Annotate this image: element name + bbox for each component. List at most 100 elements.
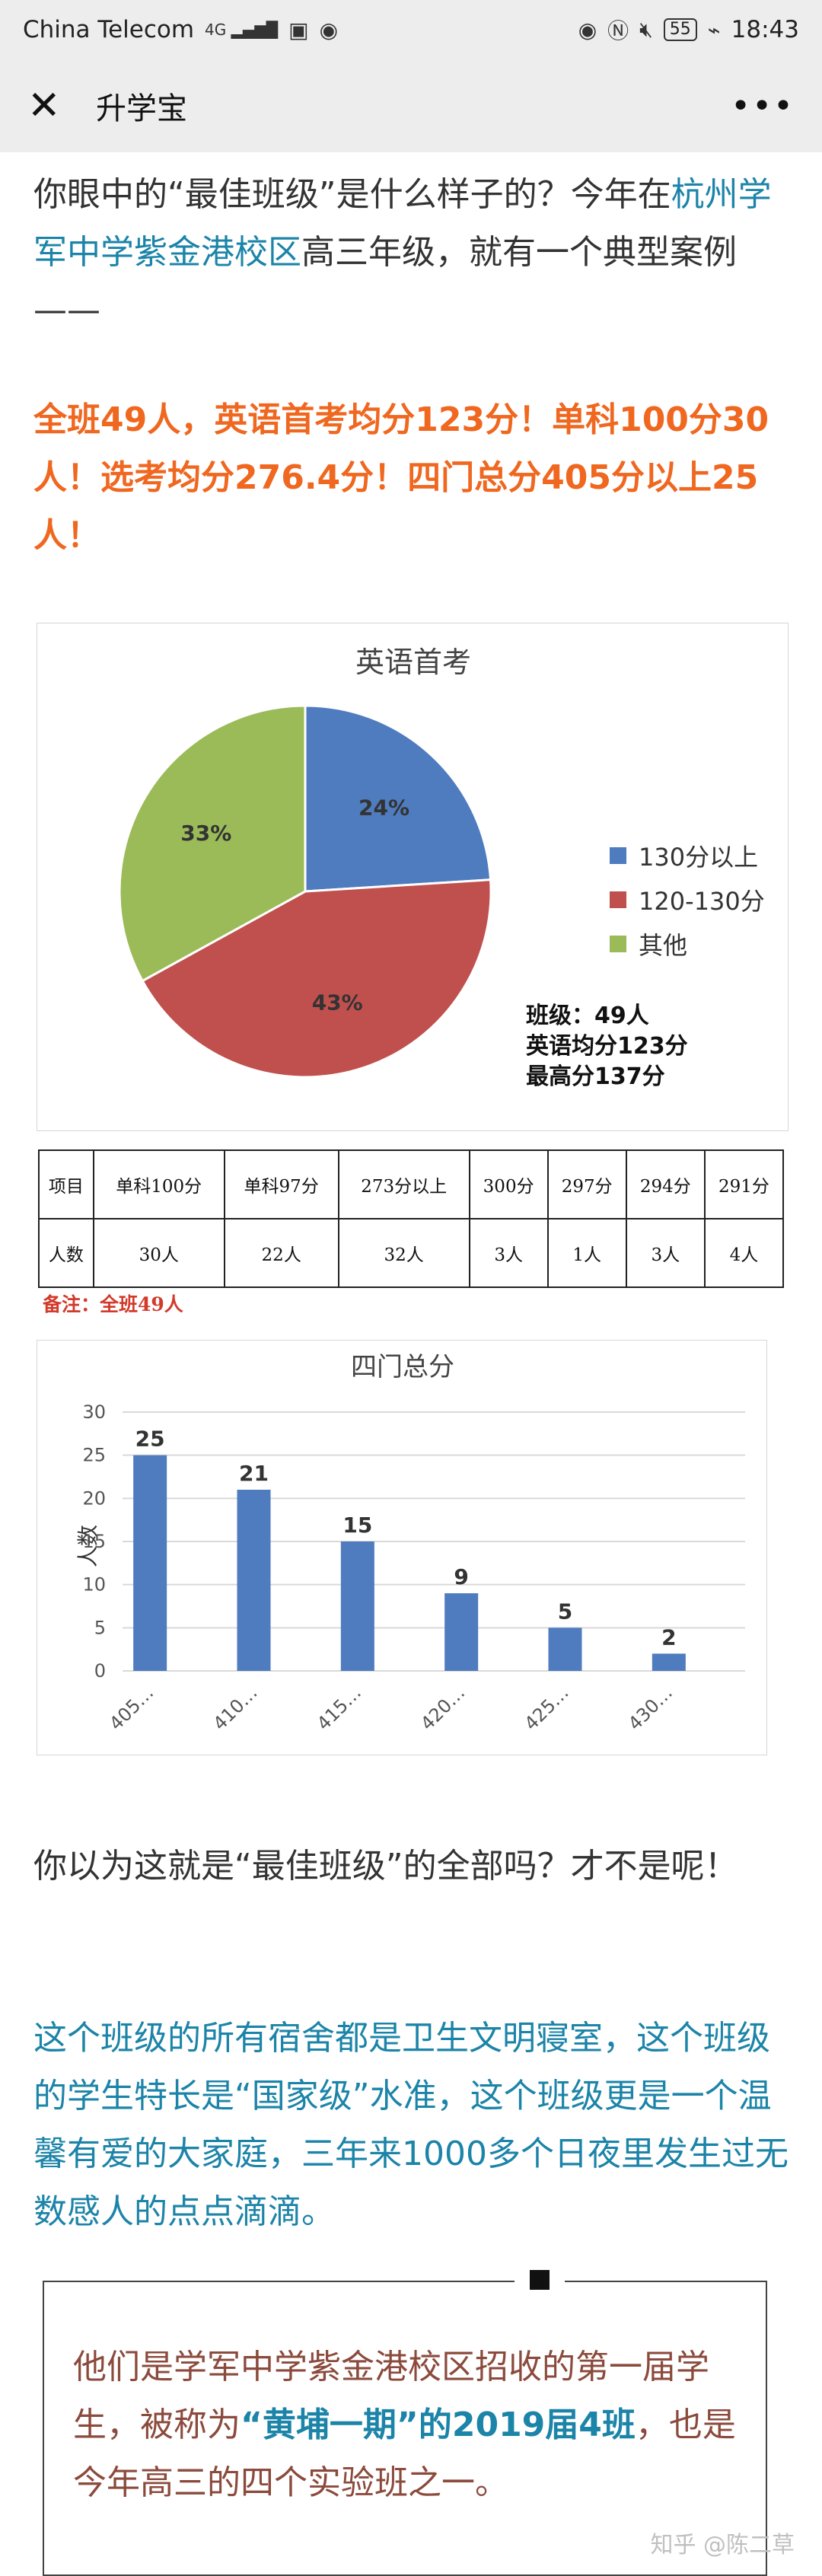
table-note: 备注：全班49人 [43, 1293, 183, 1315]
legend-swatch [610, 847, 626, 864]
y-axis-label: 人数 [75, 1525, 100, 1567]
carrier-label: China Telecom [23, 16, 195, 43]
close-icon[interactable]: ✕ [27, 83, 61, 129]
highlight-paragraph: 全班49人，英语首考均分123分！单科100分30人！选考均分276.4分！四门… [33, 400, 769, 555]
network-type: 4G [205, 21, 227, 39]
bar-value-label: 15 [342, 1513, 372, 1538]
pie-chart: 英语首考 24% 43% 33% 130分以上 120-130分 其他 班级：49人… [37, 623, 789, 1131]
table-cell: 294分 [625, 1149, 706, 1219]
bar-chart: 四门总分 人数 0 5 10 15 20 25 30 25 405… 21 410… 15 415… 9… [37, 1340, 767, 1755]
bar-value-label: 5 [558, 1599, 572, 1624]
table-cell: 3人 [468, 1218, 549, 1288]
table-cell: 30人 [92, 1218, 225, 1288]
score-table: 项目 单科100分 单科97分 273分以上 300分 297分 294分 29… [38, 1149, 785, 1288]
bar [237, 1490, 271, 1671]
table-cell: 单科97分 [223, 1149, 339, 1219]
x-tick-label: 410… [209, 1682, 262, 1734]
table-cell: 3人 [625, 1218, 706, 1288]
table-cell: 273分以上 [337, 1149, 470, 1219]
app-notification-icon: ◉ [319, 17, 339, 43]
battery-indicator: 55 [663, 18, 697, 41]
table-cell: 项目 [38, 1149, 94, 1219]
pie-note-class: 班级：49人 [526, 1003, 649, 1029]
quote-text-end: ，也是今年高三的四个实验班之一。 [73, 2405, 736, 2502]
x-tick-label: 415… [313, 1682, 365, 1734]
legend-label: 130分以上 [639, 843, 759, 872]
question-paragraph: 你以为这就是“最佳班级”的全部吗？才不是呢！ [33, 1847, 738, 1886]
legend-item-other: 其他 [610, 926, 687, 961]
class-description: 这个班级的所有宿舍都是卫生文明寝室，这个班级的学生特长是“国家级”水准，这个班级… [33, 2019, 789, 2231]
bar [444, 1593, 479, 1671]
legend-swatch [610, 891, 626, 908]
table-cell: 32人 [337, 1218, 470, 1288]
pie-slice-label: 24% [358, 795, 409, 821]
quote-emphasis: “黄埔一期”的2019届4班 [241, 2405, 636, 2444]
pie-note-max: 最高分137分 [526, 1063, 665, 1090]
school-name: 杭州学军中学紫金港校区 [33, 175, 772, 272]
mute-icon: 🔇︎ [639, 17, 653, 42]
pie-slice-label: 33% [180, 821, 231, 846]
x-tick-label: 425… [521, 1682, 573, 1734]
image-notification-icon: ▣ [288, 17, 309, 43]
pie-note: 班级：49人 英语均分123分 最高分137分 [526, 1001, 688, 1092]
table-cell: 300分 [468, 1149, 549, 1219]
more-icon[interactable]: ••• [731, 86, 795, 126]
y-tick-label: 20 [82, 1487, 106, 1509]
table-cell: 1人 [546, 1218, 627, 1288]
legend-label: 其他 [639, 931, 688, 960]
page-title: 升学宝 [96, 91, 187, 126]
eye-icon: ◉ [578, 17, 597, 43]
pie-slice [141, 878, 492, 1079]
signal-icon: 4G ▂▄▆█ [205, 21, 279, 39]
table-row: 人数 30人 22人 32人 3人 1人 3人 4人 [38, 1218, 785, 1288]
x-tick-label: 420… [416, 1682, 469, 1734]
pie-chart-title: 英语首考 [355, 646, 471, 679]
charging-icon: ⌁ [707, 17, 721, 43]
nfc-icon: Ⓝ [607, 18, 629, 43]
quote-text: 他们是学军中学紫金港校区招收的第一届学生，被称为“黄埔一期”的2019届4班，也… [73, 2338, 758, 2512]
legend-swatch [610, 936, 626, 952]
intro-paragraph: 你眼中的“最佳班级”是什么样子的？今年在杭州学军中学紫金港校区高三年级，就有一个… [33, 166, 789, 340]
x-tick-label: 430… [624, 1682, 677, 1734]
quote-text-start: 他们是学军中学紫金港校区招收的第一届学生，被称为 [73, 2348, 709, 2444]
y-tick-label: 0 [94, 1660, 106, 1682]
table-cell: 4人 [703, 1218, 785, 1288]
table-cell: 22人 [223, 1218, 339, 1288]
bar [133, 1455, 167, 1671]
quote-mark-icon [530, 2270, 550, 2290]
bar-value-label: 21 [239, 1461, 269, 1486]
watermark: 知乎 @陈二草 [650, 2532, 795, 2558]
bar [548, 1628, 582, 1671]
table-cell: 291分 [703, 1149, 785, 1219]
y-tick-label: 15 [82, 1531, 106, 1552]
intro-text-end: 高三年级，就有一个典型案例—— [33, 233, 737, 330]
navigation-bar: ✕ 升学宝 ••• [0, 59, 822, 152]
table-cell: 297分 [546, 1149, 627, 1219]
pie-chart-svg: 24% 43% 33% [118, 704, 492, 1079]
y-tick-label: 5 [94, 1617, 106, 1638]
pie-slice-label: 43% [312, 990, 363, 1015]
table-cell: 人数 [38, 1218, 94, 1288]
bar [652, 1653, 686, 1671]
status-bar: China Telecom 4G ▂▄▆█ ▣ ◉ ◉ Ⓝ 🔇︎ 55 ⌁ 18… [0, 0, 822, 59]
bar-value-label: 9 [454, 1564, 468, 1589]
y-tick-label: 30 [82, 1401, 106, 1423]
clock: 18:43 [731, 16, 799, 43]
table-cell: 单科100分 [92, 1149, 225, 1219]
pie-slice [118, 704, 307, 983]
bar-chart-title: 四门总分 [351, 1352, 454, 1382]
x-tick-label: 405… [105, 1682, 158, 1734]
table-header-row: 项目 单科100分 单科97分 273分以上 300分 297分 294分 29… [38, 1149, 785, 1219]
pie-slice [304, 704, 492, 893]
y-tick-label: 25 [82, 1445, 106, 1466]
bar [340, 1541, 374, 1671]
quote-box [43, 2281, 767, 2576]
y-tick-label: 10 [82, 1574, 106, 1596]
pie-note-average: 英语均分123分 [526, 1033, 688, 1060]
legend-item-130-plus: 130分以上 [610, 838, 758, 873]
intro-text: 你眼中的“最佳班级”是什么样子的？今年在 [33, 175, 671, 214]
legend-item-120-130: 120-130分 [610, 882, 765, 917]
bar-value-label: 25 [135, 1427, 165, 1452]
bar-value-label: 2 [661, 1624, 676, 1650]
